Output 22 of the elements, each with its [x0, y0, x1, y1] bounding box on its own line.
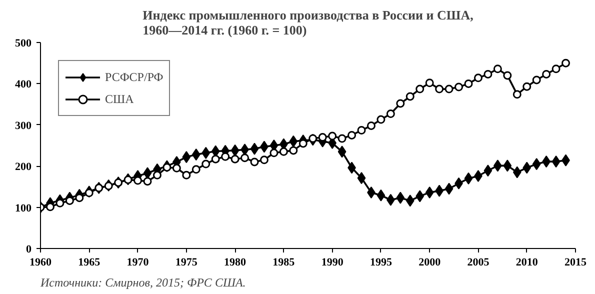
- legend-label: РСФСР/РФ: [105, 70, 164, 84]
- x-tick-label: 2015: [564, 256, 587, 268]
- y-tick-label: 200: [15, 161, 32, 174]
- y-tick-label: 300: [15, 120, 32, 132]
- y-tick-label: 500: [15, 38, 32, 50]
- x-tick-label: 1985: [272, 256, 296, 268]
- chart-title: Индекс промышленного производства в России и США, 1960—2014 гг. (1960 г. = 100): [142, 8, 474, 38]
- x-tick-label: 1970: [126, 256, 150, 268]
- y-tick-label: 400: [15, 78, 32, 91]
- text: Источники: Смирнов, 2015; ФРС США.: [40, 276, 246, 290]
- x-tick-label: 2000: [418, 256, 442, 268]
- y-tick-label: 100: [15, 202, 32, 214]
- x-tick-label: 1960: [30, 256, 52, 268]
- x-tick-label: 2005: [467, 256, 490, 268]
- x-tick-label: 1965: [78, 256, 101, 268]
- x-tick-label: 1995: [370, 256, 392, 268]
- x-tick-label: 2010: [516, 256, 538, 268]
- y-tick-label: 0: [26, 244, 32, 256]
- x-tick-label: 1990: [321, 256, 344, 268]
- x-tick-label: 1980: [224, 256, 247, 268]
- legend-label: США: [105, 92, 134, 106]
- x-tick-label: 1975: [175, 256, 198, 268]
